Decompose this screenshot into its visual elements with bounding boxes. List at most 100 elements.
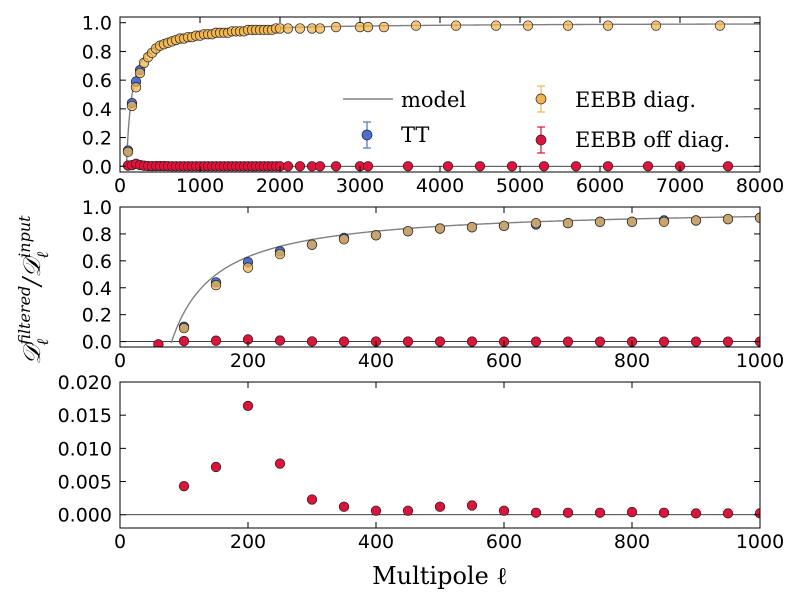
- point-eebb-diag-middle: [434, 223, 446, 234]
- y-tick-label-top: 0.4: [82, 99, 112, 121]
- point-eebb-off-bottom: [370, 505, 382, 516]
- point-eebb-off-middle: [210, 335, 222, 346]
- panel-top: 0 1000 2000 3000 4000 5000 6000 7000 8000 0.0 0.2 0…: [82, 13, 784, 197]
- y-tick-label-middle: 0.6: [82, 251, 112, 273]
- legend: model TT EEBB diag. EEBB off diag.: [343, 85, 730, 154]
- point-eebb-diag-middle: [178, 323, 190, 334]
- point-eebb-diag-middle: [498, 220, 510, 231]
- point-eebb-off-bottom: [338, 501, 350, 512]
- point-eebb-diag-middle: [210, 279, 222, 291]
- x-tick-label-top: 4000: [416, 175, 464, 197]
- point-eebb-diag-top: [522, 20, 534, 31]
- point-eebb-off-middle: [178, 335, 190, 347]
- point-eebb-off-top: [506, 161, 518, 172]
- y-axis-label-slash: /: [18, 275, 46, 288]
- x-tick-label-middle: 0: [114, 350, 126, 372]
- point-eebb-diag-top: [314, 23, 326, 34]
- panel-bottom: 0 200 400 600 800 1000 0.000 0.005 0.010 0.015 0.0…: [58, 372, 785, 553]
- point-eebb-diag-middle: [626, 216, 638, 227]
- legend-eebb-diag-marker: [535, 93, 547, 105]
- chart-panels: 0 1000 2000 3000 4000 5000 6000 7000 80000.00.20…: [58, 13, 785, 553]
- x-tick-label-bottom: 400: [358, 531, 394, 553]
- y-tick-label-middle: 0.8: [82, 224, 112, 246]
- x-tick-label-top: 8000: [736, 175, 784, 197]
- point-eebb-off-top: [642, 161, 654, 172]
- point-eebb-diag-top: [330, 21, 342, 33]
- legend-model-label: model: [401, 88, 466, 112]
- x-tick-label-top: 0: [114, 175, 126, 197]
- x-tick-label-middle: 1000: [736, 350, 784, 372]
- point-eebb-off-bottom: [722, 508, 734, 519]
- point-eebb-off-top: [442, 161, 454, 172]
- point-eebb-diag-top: [650, 20, 662, 31]
- y-tick-label-bottom: 0.000: [58, 505, 112, 527]
- x-tick-label-bottom: 200: [230, 531, 266, 553]
- y-tick-label-top: 0.0: [82, 156, 112, 178]
- model-curve-middle: [170, 215, 760, 344]
- point-eebb-diag-top: [282, 23, 294, 34]
- data-top: [120, 20, 760, 172]
- y-axis-label-sup-den: input: [15, 215, 34, 258]
- y-tick-label-bottom: 0.005: [58, 472, 112, 494]
- point-eebb-diag-middle: [338, 234, 350, 245]
- x-axis-label: Multipole ℓ: [372, 562, 508, 590]
- frame-middle: [119, 206, 761, 348]
- x-tick-label-bottom: 600: [486, 531, 522, 553]
- legend-eebb-off-label: EEBB off diag.: [575, 128, 730, 152]
- point-eebb-off-middle: [402, 336, 414, 347]
- point-eebb-off-bottom: [274, 458, 286, 469]
- x-tick-label-top: 5000: [496, 175, 544, 197]
- x-tick-label-bottom: 0: [114, 531, 126, 553]
- point-eebb-diag-top: [450, 20, 462, 31]
- point-eebb-off-top: [570, 161, 582, 172]
- point-eebb-diag-middle: [466, 222, 478, 233]
- legend-eebb-off-marker: [535, 134, 547, 146]
- point-eebb-off-middle: [690, 336, 702, 347]
- y-axis-label-sub: ℓ: [33, 338, 52, 345]
- legend-eebb-diag-label: EEBB diag.: [575, 88, 696, 112]
- point-eebb-diag-top: [294, 23, 306, 34]
- point-eebb-off-top: [294, 161, 306, 172]
- point-eebb-diag-middle: [530, 218, 542, 229]
- x-tick-label-bottom: 800: [614, 531, 650, 553]
- data-bottom: [120, 400, 760, 519]
- y-tick-label-top: 1.0: [82, 13, 112, 35]
- point-eebb-off-bottom: [754, 508, 760, 519]
- point-eebb-diag-middle: [274, 248, 286, 260]
- x-tick-label-top: 2000: [256, 175, 304, 197]
- y-tick-label-bottom: 0.015: [58, 405, 112, 427]
- point-eebb-diag-middle: [306, 239, 318, 250]
- point-eebb-diag-middle: [658, 216, 670, 227]
- point-eebb-diag-middle: [722, 213, 734, 225]
- y-tick-label-middle: 1.0: [82, 197, 112, 219]
- point-eebb-off-bottom: [402, 505, 414, 516]
- panel-middle: 0 200 400 600 800 1000 0.0 0.2 0.4 0.6 0.8 1.0: [82, 197, 784, 372]
- point-eebb-diag-middle: [402, 226, 414, 237]
- y-axis-label-sup-num: filtered: [15, 286, 34, 346]
- x-tick-label-middle: 400: [358, 350, 394, 372]
- point-eebb-off-top: [538, 161, 550, 172]
- point-eebb-off-bottom: [530, 507, 542, 518]
- point-eebb-diag-top: [602, 20, 614, 31]
- point-eebb-diag-middle: [754, 212, 760, 223]
- point-eebb-off-top: [474, 161, 486, 172]
- point-eebb-diag-middle: [594, 216, 606, 227]
- y-axis-label-sub-2: ℓ: [33, 251, 52, 258]
- x-tick-label-middle: 600: [486, 350, 522, 372]
- point-eebb-diag-top: [130, 82, 142, 93]
- point-eebb-off-top: [362, 161, 374, 172]
- y-tick-label-bottom: 0.010: [58, 438, 112, 460]
- point-eebb-off-bottom: [594, 507, 606, 518]
- x-tick-label-bottom: 1000: [736, 531, 784, 553]
- point-eebb-off-middle: [274, 335, 286, 346]
- point-eebb-diag-top: [562, 20, 574, 31]
- point-eebb-off-middle: [466, 336, 478, 347]
- point-eebb-off-middle: [306, 336, 318, 347]
- point-eebb-off-middle: [658, 336, 670, 347]
- point-eebb-off-middle: [530, 336, 542, 347]
- point-eebb-off-bottom: [690, 508, 702, 519]
- point-eebb-off-top: [602, 161, 614, 172]
- point-eebb-diag-top: [126, 100, 138, 112]
- point-eebb-diag-top: [490, 20, 502, 31]
